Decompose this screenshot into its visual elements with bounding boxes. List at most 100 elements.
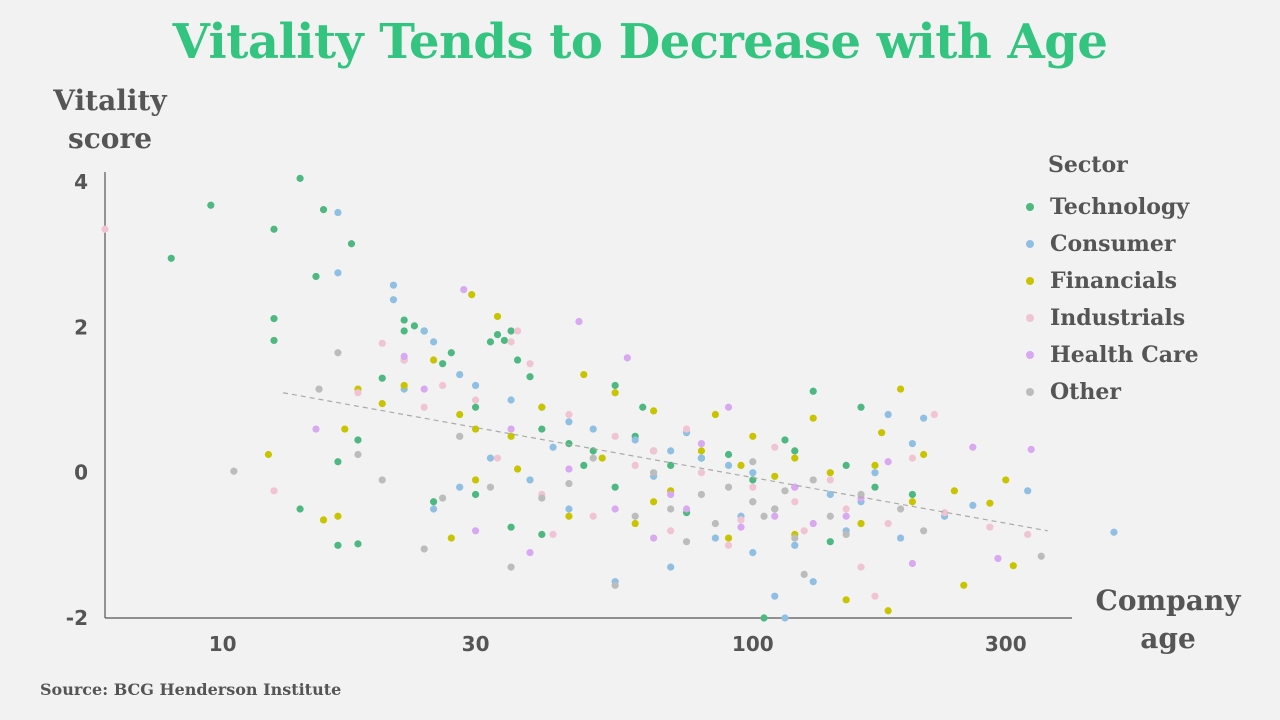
data-point-health-care: [312, 425, 320, 433]
legend-item-industrials: Industrials: [1020, 299, 1199, 336]
data-point-other: [230, 467, 238, 475]
trend-line: [282, 392, 1048, 532]
data-point-technology: [486, 338, 495, 346]
data-point-financials: [456, 410, 464, 419]
data-point-financials: [896, 385, 905, 393]
data-point-consumer: [389, 281, 398, 289]
data-point-consumer: [969, 501, 977, 509]
data-point-financials: [749, 432, 757, 440]
data-point-other: [749, 498, 757, 506]
data-point-industrials: [749, 483, 757, 491]
data-point-industrials: [871, 592, 879, 600]
data-point-financials: [493, 312, 502, 321]
data-point-financials: [513, 465, 522, 473]
data-point-consumer: [549, 443, 557, 451]
data-point-other: [420, 545, 428, 553]
data-point-financials: [447, 534, 455, 542]
data-point-consumer: [526, 476, 534, 484]
data-point-technology: [334, 458, 342, 466]
data-point-industrials: [884, 519, 892, 528]
data-point-industrials: [697, 469, 706, 477]
data-point-consumer: [507, 396, 515, 404]
data-point-financials: [809, 414, 817, 422]
data-point-financials: [468, 291, 476, 299]
data-point-industrials: [737, 516, 745, 524]
data-point-industrials: [354, 389, 362, 397]
data-point-other: [611, 581, 619, 589]
data-point-health-care: [507, 425, 515, 433]
data-point-consumer: [389, 296, 398, 304]
data-point-financials: [507, 432, 515, 440]
data-point-other: [667, 505, 675, 513]
data-point-industrials: [611, 432, 619, 440]
data-point-other: [589, 454, 597, 462]
data-point-technology: [871, 483, 879, 491]
data-point-consumer: [565, 418, 573, 426]
data-point-consumer: [920, 414, 928, 422]
data-point-technology: [429, 498, 438, 506]
data-point-consumer: [826, 490, 834, 499]
data-point-technology: [513, 356, 522, 364]
data-point-financials: [884, 607, 892, 615]
data-point-technology: [565, 440, 573, 448]
data-point-technology: [791, 447, 799, 455]
data-point-other: [565, 479, 573, 488]
data-point-financials: [960, 581, 968, 589]
x-tick-label: 100: [732, 632, 774, 656]
data-point-industrials: [986, 523, 994, 531]
data-point-technology: [781, 436, 789, 444]
data-point-financials: [264, 450, 273, 459]
data-point-consumer: [471, 381, 480, 390]
data-point-industrials: [420, 403, 428, 411]
data-point-industrials: [507, 338, 515, 346]
data-point-consumer: [749, 469, 757, 477]
data-point-technology: [471, 403, 480, 411]
data-point-technology: [908, 490, 916, 499]
data-point-industrials: [908, 454, 916, 462]
data-point-consumer: [334, 208, 342, 217]
data-point-technology: [842, 461, 850, 469]
data-point-other: [315, 385, 323, 393]
data-point-technology: [611, 381, 619, 390]
data-point-health-care: [611, 505, 619, 513]
data-point-consumer: [724, 461, 733, 469]
data-point-technology: [270, 336, 278, 345]
legend-marker: [1026, 202, 1034, 211]
data-point-industrials: [940, 509, 949, 517]
data-point-industrials: [513, 327, 522, 335]
data-point-health-care: [575, 317, 583, 326]
legend-marker: [1026, 387, 1034, 396]
data-point-other: [538, 494, 546, 502]
data-point-financials: [771, 472, 779, 480]
data-point-financials: [1009, 562, 1017, 570]
data-point-consumer: [429, 505, 438, 513]
data-point-industrials: [724, 541, 733, 549]
data-point-financials: [650, 498, 658, 506]
data-point-other: [711, 519, 719, 528]
data-point-consumer: [456, 370, 464, 379]
data-point-financials: [950, 487, 958, 495]
data-point-industrials: [682, 425, 691, 433]
data-point-financials: [538, 403, 546, 411]
data-point-technology: [400, 327, 408, 335]
data-point-consumer: [429, 338, 438, 346]
data-point-health-care: [565, 465, 573, 473]
data-point-industrials: [791, 498, 799, 506]
data-point-financials: [737, 461, 745, 469]
legend-marker: [1026, 276, 1034, 285]
data-point-other: [439, 494, 447, 502]
data-point-financials: [319, 516, 328, 524]
data-point-industrials: [549, 530, 557, 539]
data-point-industrials: [378, 339, 386, 347]
data-point-financials: [565, 512, 573, 520]
data-point-financials: [857, 519, 865, 528]
data-point-consumer: [908, 440, 916, 448]
data-point-health-care: [809, 519, 817, 528]
data-point-industrials: [589, 512, 597, 520]
data-point-financials: [871, 461, 879, 469]
data-point-health-care: [842, 512, 850, 520]
data-point-consumer: [486, 454, 495, 462]
data-point-financials: [598, 454, 606, 462]
data-point-other: [507, 563, 515, 571]
